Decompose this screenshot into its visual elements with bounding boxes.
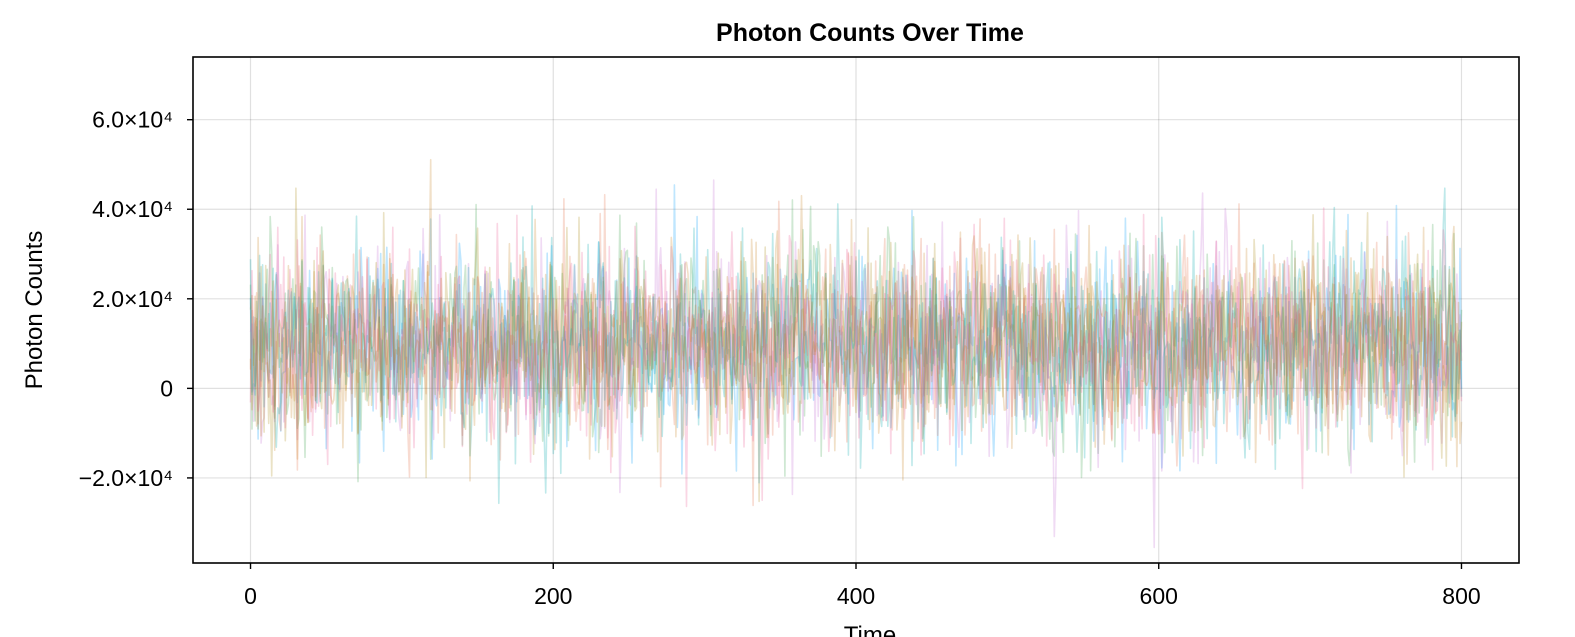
series-layer xyxy=(249,158,1463,549)
series-line xyxy=(249,187,1463,503)
y-tick-label: −2.0×10⁴ xyxy=(79,465,173,491)
x-tick-label: 0 xyxy=(244,583,257,609)
series-line xyxy=(249,184,1463,484)
chart-title: Photon Counts Over Time xyxy=(716,19,1024,47)
x-tick-label: 400 xyxy=(837,583,875,609)
series-line xyxy=(249,158,1463,482)
x-tick-label: 200 xyxy=(534,583,572,609)
series-line xyxy=(249,207,1463,508)
y-axis-label: Photon Counts xyxy=(21,231,48,390)
series-line xyxy=(249,193,1463,507)
x-axis-label: Time xyxy=(844,622,896,637)
y-tick-label: 6.0×10⁴ xyxy=(92,107,173,133)
tick-layer: 0 200 400 600 800 −2.0×10⁴ 0 2.0×10⁴ 4.0×10⁴ 6.0×… xyxy=(79,107,1481,609)
y-tick-label: 0 xyxy=(160,375,173,401)
grid-layer xyxy=(193,57,1519,563)
y-tick-label: 2.0×10⁴ xyxy=(92,286,173,312)
series-line xyxy=(249,179,1463,549)
x-tick-label: 800 xyxy=(1442,583,1480,609)
y-tick-label: 4.0×10⁴ xyxy=(92,196,173,222)
series-line xyxy=(249,199,1463,483)
series-line xyxy=(249,187,1463,505)
x-tick-label: 600 xyxy=(1140,583,1178,609)
